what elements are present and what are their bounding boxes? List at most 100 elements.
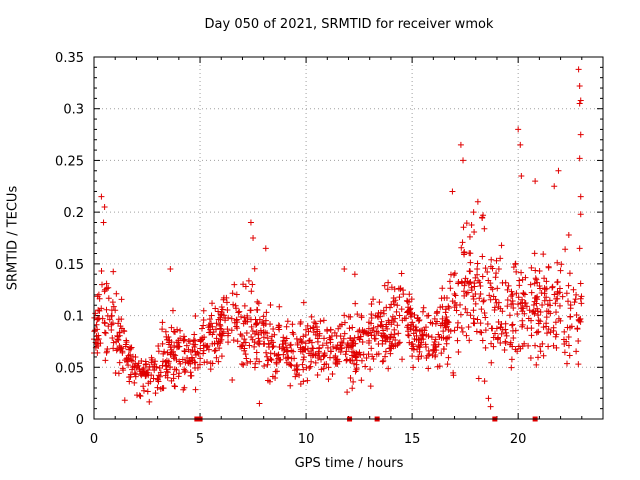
data-point xyxy=(159,385,166,392)
data-point xyxy=(253,306,260,313)
data-point xyxy=(162,328,169,335)
y-tick-label: 0.3 xyxy=(63,103,84,118)
data-point xyxy=(171,366,178,373)
data-point xyxy=(434,309,441,316)
data-point xyxy=(320,317,327,324)
data-point xyxy=(479,253,486,260)
data-point xyxy=(451,304,458,311)
data-point xyxy=(438,295,445,302)
data-point xyxy=(488,340,495,347)
data-point xyxy=(527,281,534,288)
data-point xyxy=(373,351,380,358)
data-point xyxy=(540,251,547,258)
data-point xyxy=(155,378,162,385)
data-point xyxy=(324,344,331,351)
data-point xyxy=(510,264,517,271)
data-point xyxy=(554,279,561,286)
data-point xyxy=(467,312,474,319)
data-point xyxy=(287,361,294,368)
data-point xyxy=(253,328,260,335)
data-point xyxy=(573,348,580,355)
data-point xyxy=(212,347,219,354)
data-point xyxy=(467,279,474,286)
data-point xyxy=(532,267,539,274)
data-point xyxy=(562,246,569,253)
data-point xyxy=(395,330,402,337)
data-point xyxy=(442,324,449,331)
data-point xyxy=(213,335,220,342)
data-point xyxy=(136,366,143,373)
data-point xyxy=(480,297,487,304)
data-point xyxy=(349,385,356,392)
data-point xyxy=(341,266,348,273)
data-point xyxy=(553,309,560,316)
data-point xyxy=(367,366,374,373)
data-point xyxy=(228,327,235,334)
data-point xyxy=(293,335,300,342)
data-point xyxy=(145,366,152,373)
data-point xyxy=(544,301,551,308)
data-point xyxy=(432,336,439,343)
data-point xyxy=(460,224,467,231)
data-point xyxy=(492,330,499,337)
data-point xyxy=(444,335,451,342)
data-point xyxy=(458,244,465,251)
data-point xyxy=(116,329,123,336)
data-point xyxy=(385,365,392,372)
data-point xyxy=(526,307,533,314)
data-point xyxy=(109,335,116,342)
data-point xyxy=(577,97,584,104)
data-point xyxy=(523,303,530,310)
data-point xyxy=(462,275,469,282)
data-point xyxy=(102,357,109,364)
data-point xyxy=(446,278,453,285)
data-point xyxy=(460,157,467,164)
data-point xyxy=(388,284,395,291)
data-point xyxy=(540,352,547,359)
data-point xyxy=(536,282,543,289)
data-point xyxy=(327,336,334,343)
data-point xyxy=(237,331,244,338)
data-point xyxy=(539,301,546,308)
data-point xyxy=(99,315,106,322)
data-point xyxy=(101,329,108,336)
data-point xyxy=(225,330,232,337)
data-point xyxy=(307,352,314,359)
data-point xyxy=(550,342,557,349)
data-point xyxy=(352,368,359,375)
data-point xyxy=(146,363,153,370)
data-point xyxy=(411,336,418,343)
data-point xyxy=(331,329,338,336)
data-point xyxy=(472,291,479,298)
data-point xyxy=(125,362,132,369)
data-point xyxy=(443,340,450,347)
data-point xyxy=(192,359,199,366)
data-point xyxy=(140,383,147,390)
data-point xyxy=(520,305,527,312)
data-point xyxy=(383,304,390,311)
data-point xyxy=(463,220,470,227)
data-point xyxy=(233,291,240,298)
data-point xyxy=(156,365,163,372)
data-point xyxy=(276,323,283,329)
data-point xyxy=(430,341,437,348)
data-point xyxy=(431,339,438,346)
data-point xyxy=(403,297,410,304)
data-point xyxy=(199,325,206,332)
data-point xyxy=(357,352,364,359)
data-point xyxy=(203,343,210,350)
data-point xyxy=(94,316,101,323)
data-point xyxy=(457,311,464,318)
data-point xyxy=(177,335,184,342)
data-point xyxy=(537,348,544,355)
data-point xyxy=(288,362,295,369)
data-point xyxy=(455,280,462,287)
data-point xyxy=(509,322,516,329)
data-point xyxy=(544,330,551,337)
data-point xyxy=(114,345,121,352)
data-point xyxy=(351,271,358,278)
data-point xyxy=(405,304,412,311)
data-point xyxy=(504,296,511,303)
data-point xyxy=(252,360,259,367)
data-point xyxy=(131,379,138,386)
